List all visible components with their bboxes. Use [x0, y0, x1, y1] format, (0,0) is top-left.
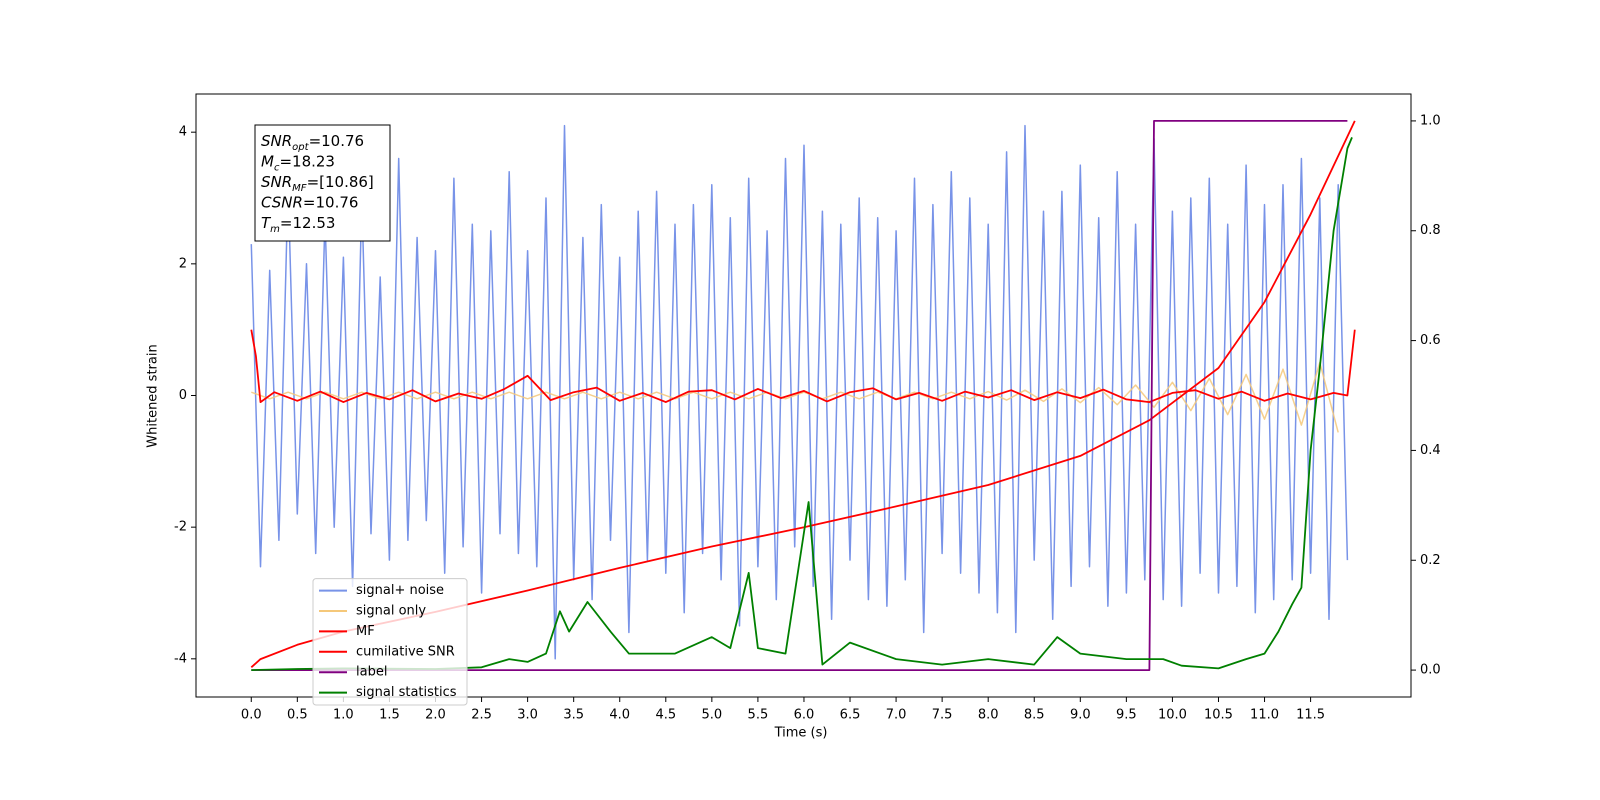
- annotation-line: Mc=18.23: [261, 153, 335, 174]
- annotation-subscript: m: [270, 224, 280, 235]
- y2-tick-label: 0.0: [1420, 663, 1441, 678]
- x-tick-label: 2.0: [425, 708, 446, 723]
- annotation-text: =18.23: [279, 153, 335, 171]
- annotation-line: CSNR=10.76: [261, 194, 358, 212]
- annotation-subscript: c: [274, 163, 280, 174]
- annotation-symbol: SNR: [261, 173, 292, 191]
- annotation-line: SNRMF=[10.86]: [261, 173, 374, 194]
- annotation-text: =12.53: [280, 214, 336, 232]
- x-tick-label: 5.0: [702, 708, 723, 723]
- annotation-line: Tm=12.53: [261, 214, 335, 235]
- y2-tick-label: 0.6: [1420, 333, 1441, 348]
- annotation-symbol: CSNR: [261, 194, 303, 212]
- x-tick-label: 7.0: [886, 708, 907, 723]
- legend-label: label: [356, 665, 387, 680]
- y-tick-label: 0: [179, 388, 187, 403]
- annotation-text: =10.76: [303, 194, 359, 212]
- annotation-symbol: M: [261, 153, 274, 171]
- x-tick-label: 2.5: [471, 708, 492, 723]
- y2-tick-label: 0.2: [1420, 553, 1441, 568]
- annotation: SNRopt=10.76Mc=18.23SNRMF=[10.86]CSNR=10…: [254, 124, 391, 242]
- x-tick-label: 0.0: [241, 708, 262, 723]
- y2-tick-label: 0.8: [1420, 223, 1441, 238]
- annotation-text: =[10.86]: [307, 173, 374, 191]
- series-line: [251, 361, 1339, 433]
- legend-label: signal statistics: [356, 685, 457, 700]
- y-tick-label: 2: [179, 256, 187, 271]
- y2-tick-label: 0.4: [1420, 443, 1441, 458]
- x-tick-label: 4.0: [609, 708, 630, 723]
- x-tick-label: 5.5: [748, 708, 769, 723]
- x-tick-label: 10.0: [1158, 708, 1187, 723]
- x-tick-label: 4.5: [655, 708, 676, 723]
- legend-label: signal+ noise: [356, 583, 444, 598]
- x-tick-label: 6.5: [840, 708, 861, 723]
- series-line: [251, 137, 1353, 671]
- annotation-subscript: MF: [292, 183, 307, 194]
- series-line: [250, 124, 1349, 660]
- x-tick-label: 8.0: [978, 708, 999, 723]
- x-tick-label: 11.5: [1296, 708, 1325, 723]
- x-tick-label: 7.5: [932, 708, 953, 723]
- x-tick-label: 9.5: [1116, 708, 1137, 723]
- annotation-box: [254, 124, 391, 242]
- x-tick-label: 6.0: [794, 708, 815, 723]
- x-tick-label: 8.5: [1024, 708, 1045, 723]
- annotation-symbol: T: [261, 214, 272, 232]
- x-tick-label: 1.5: [379, 708, 400, 723]
- x-tick-label: 3.0: [517, 708, 538, 723]
- x-tick-label: 9.0: [1070, 708, 1091, 723]
- legend-label: signal only: [356, 604, 426, 619]
- legend: signal+ noise signal only MF cumilative SNR…: [312, 578, 468, 706]
- annotation-line: SNRopt=10.76: [261, 132, 364, 153]
- legend-box: [312, 578, 468, 706]
- legend-label: MF: [356, 624, 375, 639]
- y-tick-label: 4: [179, 125, 187, 140]
- series-line: [250, 329, 1356, 403]
- x-tick-label: 10.5: [1204, 708, 1233, 723]
- x-tick-label: 1.0: [333, 708, 354, 723]
- series-line: [251, 120, 1348, 671]
- x-tick-label: 0.5: [287, 708, 308, 723]
- legend-label: cumilative SNR: [356, 644, 455, 659]
- y-tick-label: -4: [174, 651, 187, 666]
- annotation-symbol: SNR: [261, 132, 292, 150]
- annotation-subscript: opt: [292, 142, 309, 153]
- y2-tick-label: 1.0: [1420, 113, 1441, 128]
- y-tick-label: -2: [174, 520, 187, 535]
- y-axis-label: Whitened strain: [146, 344, 161, 447]
- x-tick-label: 3.5: [563, 708, 584, 723]
- x-tick-label: 11.0: [1250, 708, 1279, 723]
- annotation-text: =10.76: [309, 132, 365, 150]
- x-axis-label: Time (s): [774, 726, 828, 741]
